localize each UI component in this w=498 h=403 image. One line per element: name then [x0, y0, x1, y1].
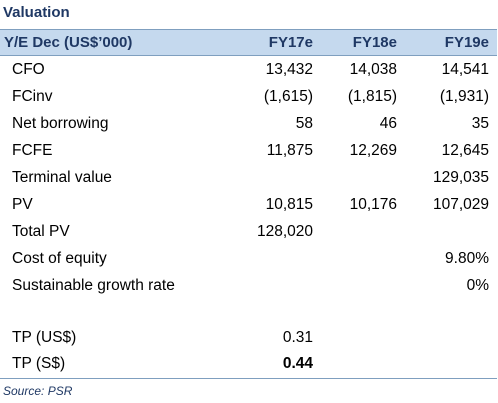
row-label: Net borrowing — [12, 115, 109, 132]
table-row-terminal-value: Terminal value 129,035 — [0, 164, 497, 190]
row-label: Total PV — [12, 223, 70, 240]
header-fy19e: FY19e — [444, 34, 489, 51]
cell-fy17e: 13,432 — [265, 61, 313, 78]
row-label: TP (S$) — [12, 355, 66, 372]
table-bottom-rule — [0, 378, 497, 379]
cell-fy19e: 0% — [466, 277, 489, 294]
cell-fy19e: 107,029 — [432, 196, 489, 213]
row-label: FCFE — [12, 142, 53, 159]
row-label: PV — [12, 196, 33, 213]
row-label: TP (US$) — [12, 329, 77, 346]
cell-fy19e: (1,931) — [439, 88, 489, 105]
table-row-pv: PV 10,815 10,176 107,029 — [0, 191, 497, 217]
row-label: Terminal value — [12, 169, 112, 186]
header-fy17e: FY17e — [268, 34, 313, 51]
cell-fy17e: 10,815 — [265, 196, 313, 213]
cell-fy19e: 14,541 — [441, 61, 489, 78]
table-header: Y/E Dec (US$’000) FY17e FY18e FY19e — [0, 29, 497, 56]
table-row-fcinv: FCinv (1,615) (1,815) (1,931) — [0, 83, 497, 109]
cell-fy17e: 58 — [295, 115, 313, 132]
table-row-tp-sgd: TP (S$) 0.44 — [0, 350, 497, 376]
cell-fy19e: 12,645 — [441, 142, 489, 159]
row-label: Cost of equity — [12, 250, 107, 267]
cell-fy17e: 0.31 — [282, 329, 313, 346]
table-row-tp-usd: TP (US$) 0.31 — [0, 324, 497, 350]
cell-fy19e: 35 — [471, 115, 489, 132]
source-note: Source: PSR — [3, 384, 73, 398]
cell-fy17e: (1,615) — [263, 88, 313, 105]
table-row-cfo: CFO 13,432 14,038 14,541 — [0, 56, 497, 82]
table-row-total-pv: Total PV 128,020 — [0, 218, 497, 244]
cell-fy19e: 9.80% — [445, 250, 489, 267]
table-row-fcfe: FCFE 11,875 12,269 12,645 — [0, 137, 497, 163]
table-row-net-borrowing: Net borrowing 58 46 35 — [0, 110, 497, 136]
header-fy18e: FY18e — [352, 34, 397, 51]
table-row-cost-of-equity: Cost of equity 9.80% — [0, 245, 497, 271]
cell-fy18e: (1,815) — [347, 88, 397, 105]
table-row-spacer — [0, 299, 497, 325]
cell-fy18e: 10,176 — [349, 196, 397, 213]
row-label: FCinv — [12, 88, 53, 105]
cell-fy17e: 0.44 — [282, 355, 313, 372]
cell-fy17e: 128,020 — [256, 223, 313, 240]
cell-fy18e: 14,038 — [349, 61, 397, 78]
header-label: Y/E Dec (US$’000) — [4, 34, 133, 51]
row-label: Sustainable growth rate — [12, 277, 175, 294]
table-title: Valuation — [3, 4, 70, 21]
row-label: CFO — [12, 61, 45, 78]
cell-fy18e: 12,269 — [349, 142, 397, 159]
table-row-sustainable-growth-rate: Sustainable growth rate 0% — [0, 272, 497, 298]
cell-fy17e: 11,875 — [266, 142, 313, 159]
cell-fy18e: 46 — [379, 115, 397, 132]
cell-fy19e: 129,035 — [432, 169, 489, 186]
